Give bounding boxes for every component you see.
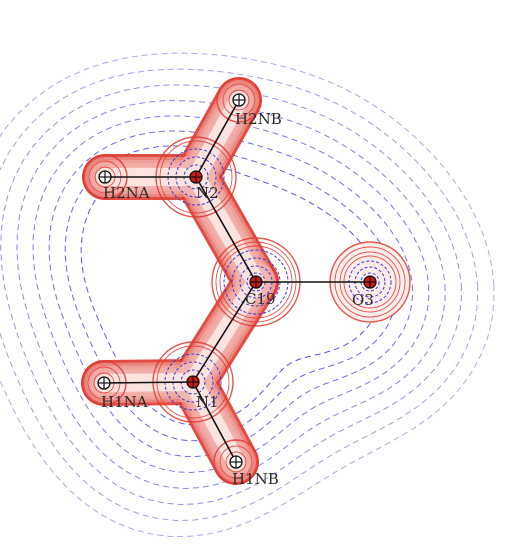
atom-label-N1: N1 [196, 393, 219, 411]
atom-marker-H1NA [98, 377, 110, 389]
atom-label-H1NA: H1NA [101, 393, 148, 411]
atom-marker-C19 [250, 276, 262, 288]
atom-marker-O3 [364, 276, 376, 288]
atom-label-H1NB: H1NB [232, 470, 279, 488]
atom-label-O3: O3 [352, 291, 374, 309]
atom-marker-H2NB [233, 94, 245, 106]
atom-label-H2NB: H2NB [235, 110, 282, 128]
atom-marker-H2NA [99, 171, 111, 183]
atom-label-C19: C19 [245, 290, 276, 308]
atom-marker-N2 [190, 171, 202, 183]
atom-marker-N1 [187, 376, 199, 388]
atom-label-N2: N2 [196, 184, 219, 202]
atom-marker-H1NB [230, 456, 242, 468]
atom-label-H2NA: H2NA [103, 184, 150, 202]
bond-line [104, 382, 193, 383]
